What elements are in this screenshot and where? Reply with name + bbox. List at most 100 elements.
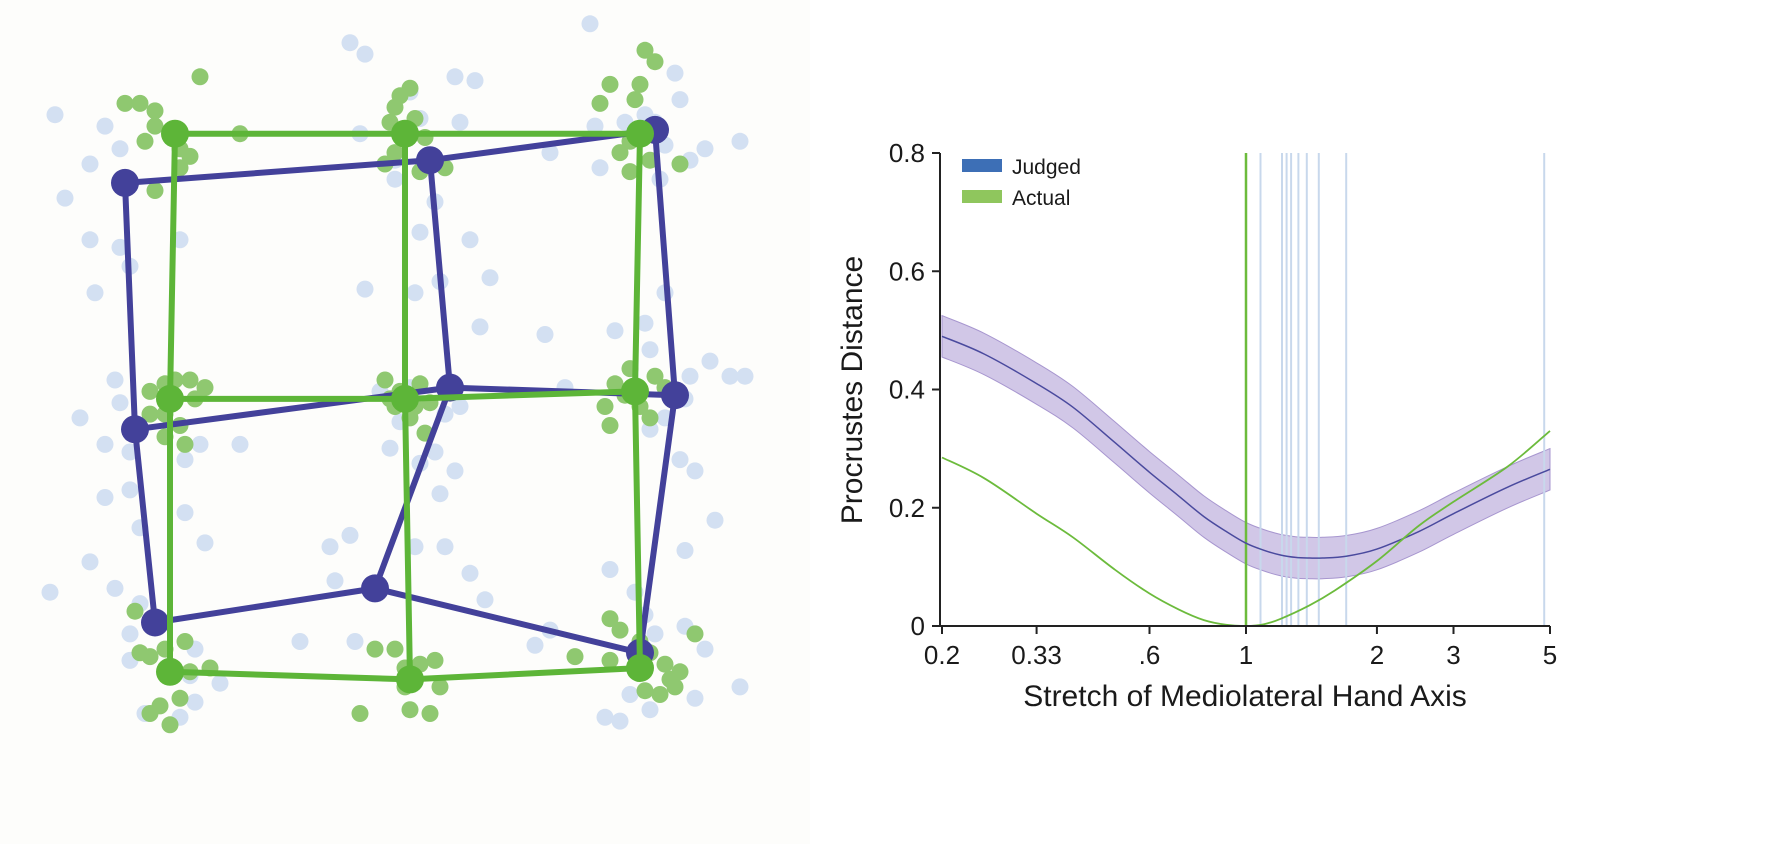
- judged-sample-point-83: [701, 352, 719, 370]
- judged-sample-point-111: [671, 91, 689, 109]
- judged-grid-edge-11: [637, 392, 678, 656]
- actual-sample-point-4: [136, 132, 154, 150]
- judged-sample-point-94: [601, 561, 619, 578]
- actual-sample-point-0: [116, 94, 134, 112]
- judged-sample-point-4: [56, 189, 74, 207]
- actual-sample-point-59: [431, 678, 449, 696]
- judged-sample-point-69: [386, 170, 404, 188]
- judged-sample-point-35: [291, 633, 309, 650]
- actual-grid-node-0: [161, 119, 189, 148]
- judged-sample-point-48: [381, 439, 399, 457]
- actual-sample-point-58: [421, 705, 439, 722]
- individual-stretch-lines-group: [1244, 153, 1546, 626]
- actual-sample-point-72: [671, 155, 689, 173]
- judged-sample-point-13: [96, 435, 114, 453]
- judged-sample-point-43: [476, 591, 494, 609]
- judged-sample-point-47: [431, 485, 449, 503]
- actual-grid-node-3: [391, 119, 419, 148]
- judged-sample-point-54: [471, 318, 489, 336]
- actual-grid-edge-6: [167, 130, 178, 402]
- actual-sample-point-26: [171, 689, 189, 707]
- judged-sample-point-58: [461, 231, 479, 249]
- judged-sample-point-105: [731, 678, 749, 696]
- judged-sample-point-37: [346, 633, 364, 650]
- judged-grid-node-5: [361, 574, 389, 603]
- actual-grid-node-5: [396, 665, 424, 694]
- judged-sample-point-79: [606, 322, 624, 340]
- actual-grid-edge-5: [407, 665, 643, 683]
- y-tick-label-4: 0.8: [889, 138, 925, 168]
- actual-grid: [156, 119, 654, 694]
- actual-sample-point-69: [611, 144, 629, 162]
- judged-sample-point-1: [81, 155, 99, 173]
- actual-grid-node-8: [626, 654, 654, 682]
- actual-sample-point-91: [566, 648, 584, 666]
- judged-sample-point-5: [81, 231, 99, 249]
- actual-grid-edge-11: [632, 388, 643, 671]
- actual-sample-point-20: [176, 435, 194, 453]
- judged-sample-point-99: [696, 640, 714, 658]
- judged-grid-node-7: [661, 381, 689, 410]
- x-tick-label-1: 0.33: [1011, 640, 1062, 670]
- judged-sample-point-92: [706, 511, 724, 529]
- judged-sample-point-108: [341, 34, 359, 52]
- judged-grid-node-2: [141, 608, 169, 637]
- actual-sample-point-67: [636, 41, 654, 59]
- judged-sample-point-114: [356, 280, 374, 298]
- actual-sample-point-15: [196, 379, 214, 397]
- actual-sample-point-2: [146, 102, 164, 120]
- actual-sample-point-86: [656, 655, 674, 673]
- legend-swatch-actual: [962, 190, 1002, 203]
- judged-grid-edge-4: [152, 585, 378, 626]
- judged-sample-point-81: [636, 314, 654, 332]
- actual-sample-point-60: [351, 705, 369, 722]
- actual-sample-point-56: [426, 651, 444, 669]
- actual-sample-point-93: [671, 663, 689, 681]
- judged-sample-point-29: [211, 674, 229, 692]
- actual-sample-point-90: [686, 625, 704, 643]
- actual-sample-point-30: [126, 602, 144, 620]
- judged-sample-point-7: [86, 284, 104, 302]
- actual-sample-point-74: [606, 375, 624, 393]
- actual-sample-point-52: [366, 640, 384, 658]
- judged-sample-point-109: [581, 15, 599, 33]
- x-tick-label-0: 0.2: [924, 640, 960, 670]
- actual-sample-point-6: [181, 147, 199, 165]
- judged-sample-point-84: [681, 367, 699, 385]
- actual-grid-edge-10: [632, 130, 643, 395]
- judged-sample-point-41: [436, 538, 454, 556]
- judged-sample-point-63: [446, 68, 464, 86]
- judged-grid-edge-7: [132, 426, 158, 626]
- actual-grid-node-2: [156, 657, 184, 686]
- judged-sample-point-65: [356, 45, 374, 63]
- judged-sample-point-2: [96, 117, 114, 135]
- actual-sample-point-81: [641, 409, 659, 427]
- actual-grid-node-1: [156, 384, 184, 413]
- judged-sample-point-20: [41, 583, 59, 601]
- judged-sample-point-6: [111, 238, 129, 256]
- judged-sample-point-80: [641, 341, 659, 359]
- actual-sample-point-77: [646, 367, 664, 385]
- hand-map-scatter-group: [41, 15, 754, 734]
- y-tick-label-0: 0: [911, 611, 925, 641]
- judged-sample-point-78: [696, 140, 714, 158]
- judged-sample-point-46: [446, 462, 464, 480]
- judged-sample-point-90: [671, 451, 689, 469]
- y-tick-label-2: 0.4: [889, 375, 925, 405]
- actual-grid-edge-3: [402, 388, 638, 402]
- actual-sample-point-28: [141, 705, 159, 722]
- judged-sample-point-38: [321, 538, 339, 556]
- actual-sample-point-83: [611, 621, 629, 639]
- judged-sample-point-71: [586, 117, 604, 135]
- actual-sample-point-8: [191, 68, 209, 86]
- judged-sample-point-112: [666, 64, 684, 82]
- judged-sample-point-87: [736, 367, 754, 385]
- judged-sample-point-19: [106, 579, 124, 597]
- actual-sample-point-64: [626, 91, 644, 109]
- actual-sample-point-94: [666, 678, 684, 696]
- y-tick-label-1: 0.2: [889, 493, 925, 523]
- judged-sample-point-104: [611, 712, 629, 730]
- actual-sample-point-38: [386, 144, 404, 162]
- judged-sample-point-39: [341, 526, 359, 544]
- actual-sample-point-31: [131, 644, 149, 662]
